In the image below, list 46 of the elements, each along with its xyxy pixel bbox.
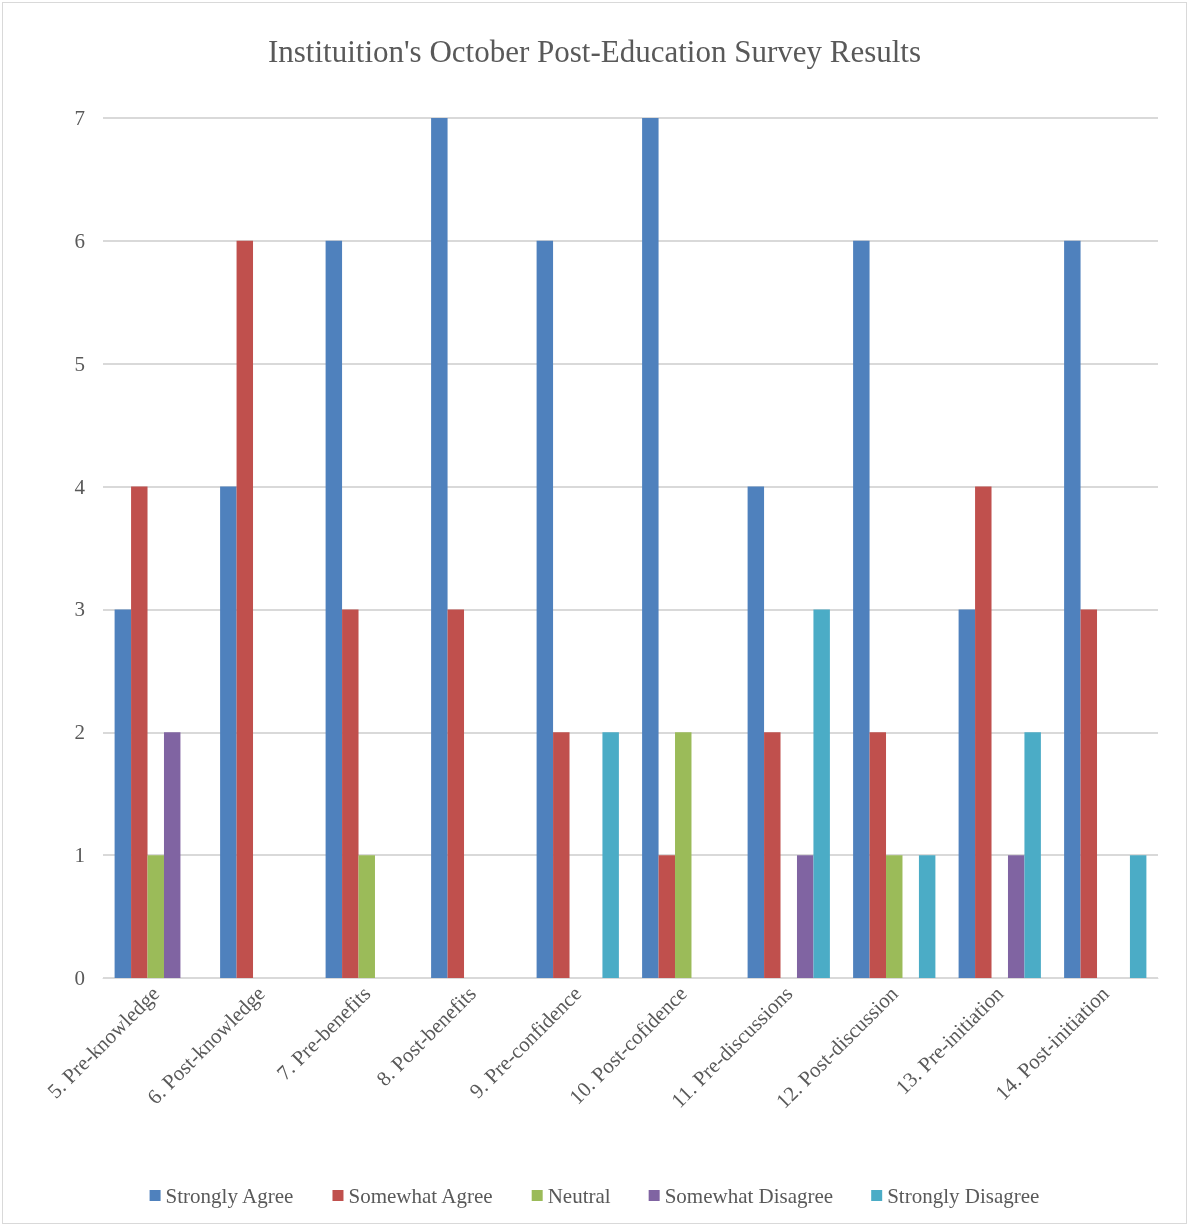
y-tick-label: 6 — [74, 228, 85, 253]
y-tick-label: 4 — [74, 474, 86, 499]
y-tick-label: 5 — [74, 351, 85, 376]
bar — [342, 609, 359, 978]
bar — [1024, 732, 1041, 978]
bar — [1064, 240, 1081, 978]
bar — [1080, 609, 1098, 978]
chart-title: Instituition's October Post-Education Survey Results — [267, 34, 922, 69]
bar — [431, 118, 448, 978]
bar — [658, 855, 676, 978]
bar — [869, 732, 887, 978]
bar — [764, 732, 781, 978]
bar — [1007, 855, 1025, 978]
legend-label: Somewhat Agree — [348, 1183, 493, 1208]
bar — [642, 118, 659, 978]
y-tick-label: 0 — [74, 966, 85, 990]
legend-label: Somewhat Disagree — [664, 1183, 834, 1208]
bar — [220, 486, 237, 978]
bar — [114, 609, 132, 978]
bar — [447, 609, 465, 978]
y-tick-label: 7 — [74, 106, 85, 130]
legend-label: Strongly Disagree — [887, 1183, 1040, 1208]
bar — [1129, 855, 1147, 978]
bar — [147, 855, 164, 978]
legend-label: Neutral — [547, 1183, 611, 1208]
bar — [918, 855, 936, 978]
bar — [853, 240, 870, 978]
legend-label: Strongly Agree — [165, 1183, 294, 1208]
bar — [536, 240, 554, 978]
y-tick-label: 3 — [74, 597, 85, 622]
bar — [747, 486, 765, 978]
bar — [131, 486, 148, 978]
bar — [796, 855, 814, 978]
bar — [236, 240, 254, 978]
bar — [553, 732, 570, 978]
bar — [358, 855, 375, 978]
bar — [886, 855, 903, 978]
bar — [813, 609, 830, 978]
y-tick-label: 2 — [74, 720, 85, 745]
bar — [958, 609, 976, 978]
bar — [975, 486, 992, 978]
y-tick-label: 1 — [74, 843, 85, 868]
bar — [602, 732, 619, 978]
bar — [675, 732, 692, 978]
bar — [163, 732, 181, 978]
bar — [325, 240, 343, 978]
